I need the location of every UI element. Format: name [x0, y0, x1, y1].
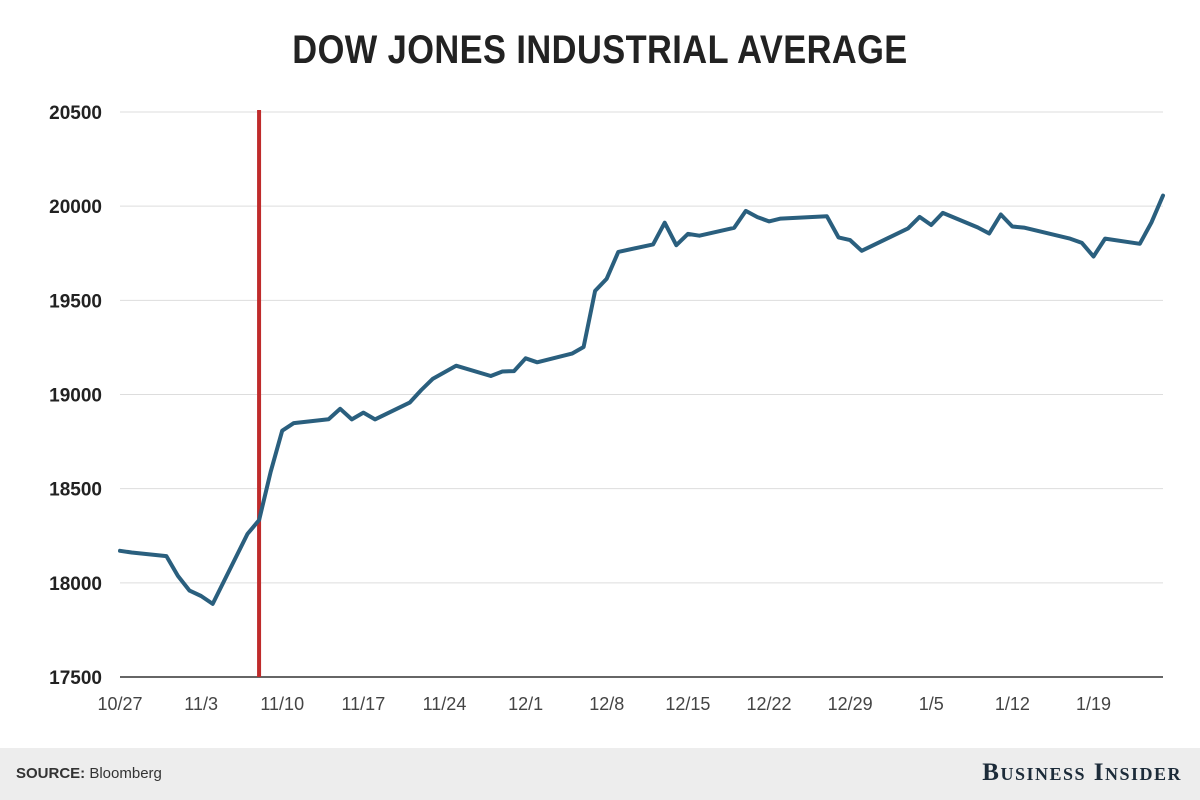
x-tick-label: 1/12: [995, 694, 1030, 714]
source-label: SOURCE:: [16, 765, 86, 782]
series-line: [118, 193, 1165, 606]
x-tick-label: 12/29: [828, 694, 873, 714]
x-tick-label: 11/10: [260, 694, 304, 714]
x-tick-label: 12/8: [589, 694, 624, 714]
x-tick-label: 10/27: [97, 694, 142, 714]
source-note: SOURCE: Bloomberg: [16, 765, 162, 782]
y-tick-labels: 17500 18000 18500 19000 19500 20000 20500: [49, 103, 102, 689]
y-gridlines: [120, 111, 1163, 678]
x-tick-label: 12/22: [746, 694, 791, 714]
y-tick-label: 19000: [49, 386, 102, 407]
x-tick-labels: 10/27 11/3 11/10 11/17 11/24 12/1 12/8 12/15 12/…: [97, 694, 1111, 714]
x-tick-label: 1/19: [1076, 694, 1111, 714]
series-group: [118, 193, 1165, 606]
y-tick-label: 20000: [49, 197, 102, 218]
x-tick-label: 1/5: [919, 694, 944, 714]
brand-logo: Business Insider: [982, 759, 1182, 786]
y-tick-label: 17500: [49, 668, 102, 689]
x-tick-label: 11/3: [184, 694, 218, 714]
line-chart: 17500 18000 18500 19000 19500 20000 20500 10/2…: [49, 103, 1165, 714]
x-tick-label: 12/1: [508, 694, 543, 714]
footer-bar: SOURCE: Bloomberg Business Insider: [0, 748, 1200, 800]
source-value: Bloomberg: [89, 765, 162, 782]
x-tick-label: 12/15: [665, 694, 710, 714]
y-tick-label: 20500: [49, 103, 102, 124]
y-tick-label: 18500: [49, 480, 102, 501]
y-tick-label: 18000: [49, 574, 102, 595]
x-tick-label: 11/24: [423, 694, 467, 714]
chart-title: DOW JONES INDUSTRIAL AVERAGE: [292, 28, 908, 72]
y-tick-label: 19500: [49, 291, 102, 312]
x-tick-label: 11/17: [342, 694, 386, 714]
